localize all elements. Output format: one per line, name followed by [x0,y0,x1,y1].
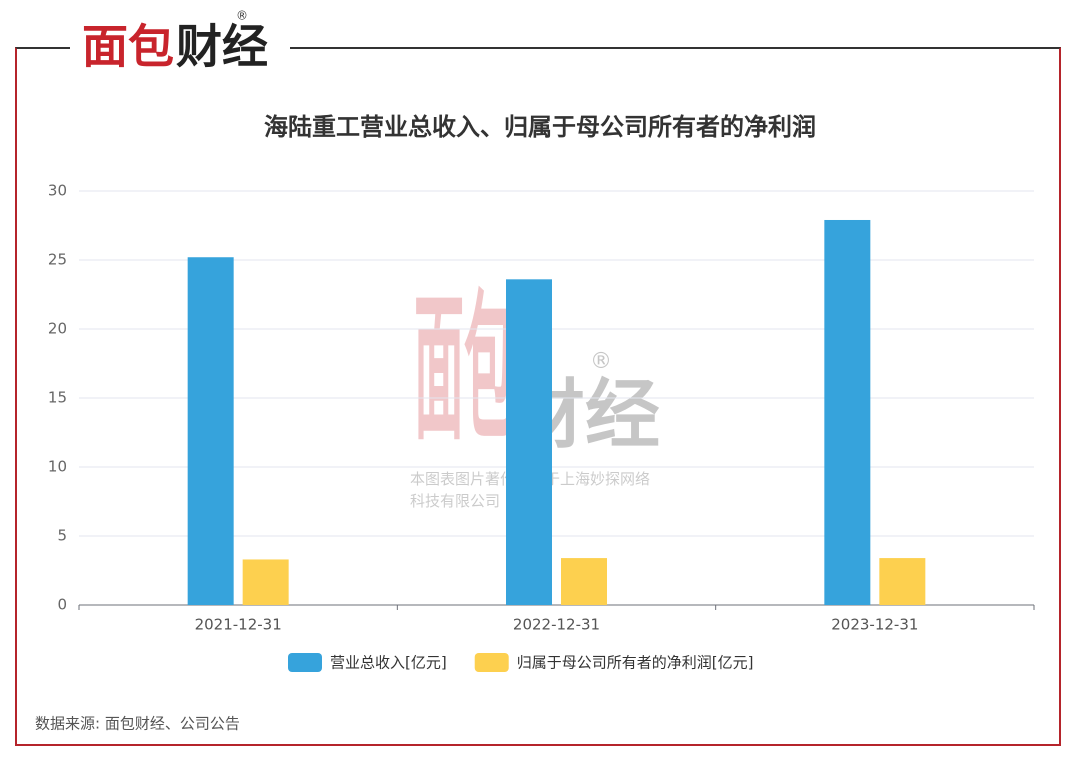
watermark-mark: ® [590,349,612,374]
watermark-logo-red: 面包 [414,276,514,462]
y-tick-label: 30 [48,182,67,200]
watermark: 面包 财经 ® 本图表图片著作权属于上海妙探网络科技有限公司 [410,276,660,510]
bar [187,257,234,605]
bar [824,219,871,606]
logo-bg [70,20,290,76]
y-tick-label: 20 [48,320,67,338]
source: 数据来源: 面包财经、公司公告 [35,715,240,733]
x-tick-label: 2021-12-31 [195,616,282,634]
x-tick-label: 2023-12-31 [831,616,918,634]
logo-mark: ® [236,9,248,23]
chart-title: 海陆重工营业总收入、归属于母公司所有者的净利润 [264,113,816,141]
logo-dark: 财经 [176,20,268,74]
logo-red: 面包 [82,20,174,74]
legend-label: 营业总收入[亿元] [330,654,447,672]
legend-swatch [474,653,509,672]
bar [506,279,552,605]
x-tick-label: 2022-12-31 [513,616,600,634]
bar [879,558,926,605]
y-tick-label: 5 [57,527,67,545]
y-tick-label: 15 [48,389,67,407]
y-tick-label: 0 [57,596,67,614]
y-tick-label: 25 [48,251,67,269]
y-tick-label: 10 [48,458,67,476]
legend-label: 归属于母公司所有者的净利润[亿元] [517,654,754,672]
legend-swatch [288,653,322,672]
frame [15,47,1061,746]
bar [561,558,607,605]
bar [242,559,289,605]
